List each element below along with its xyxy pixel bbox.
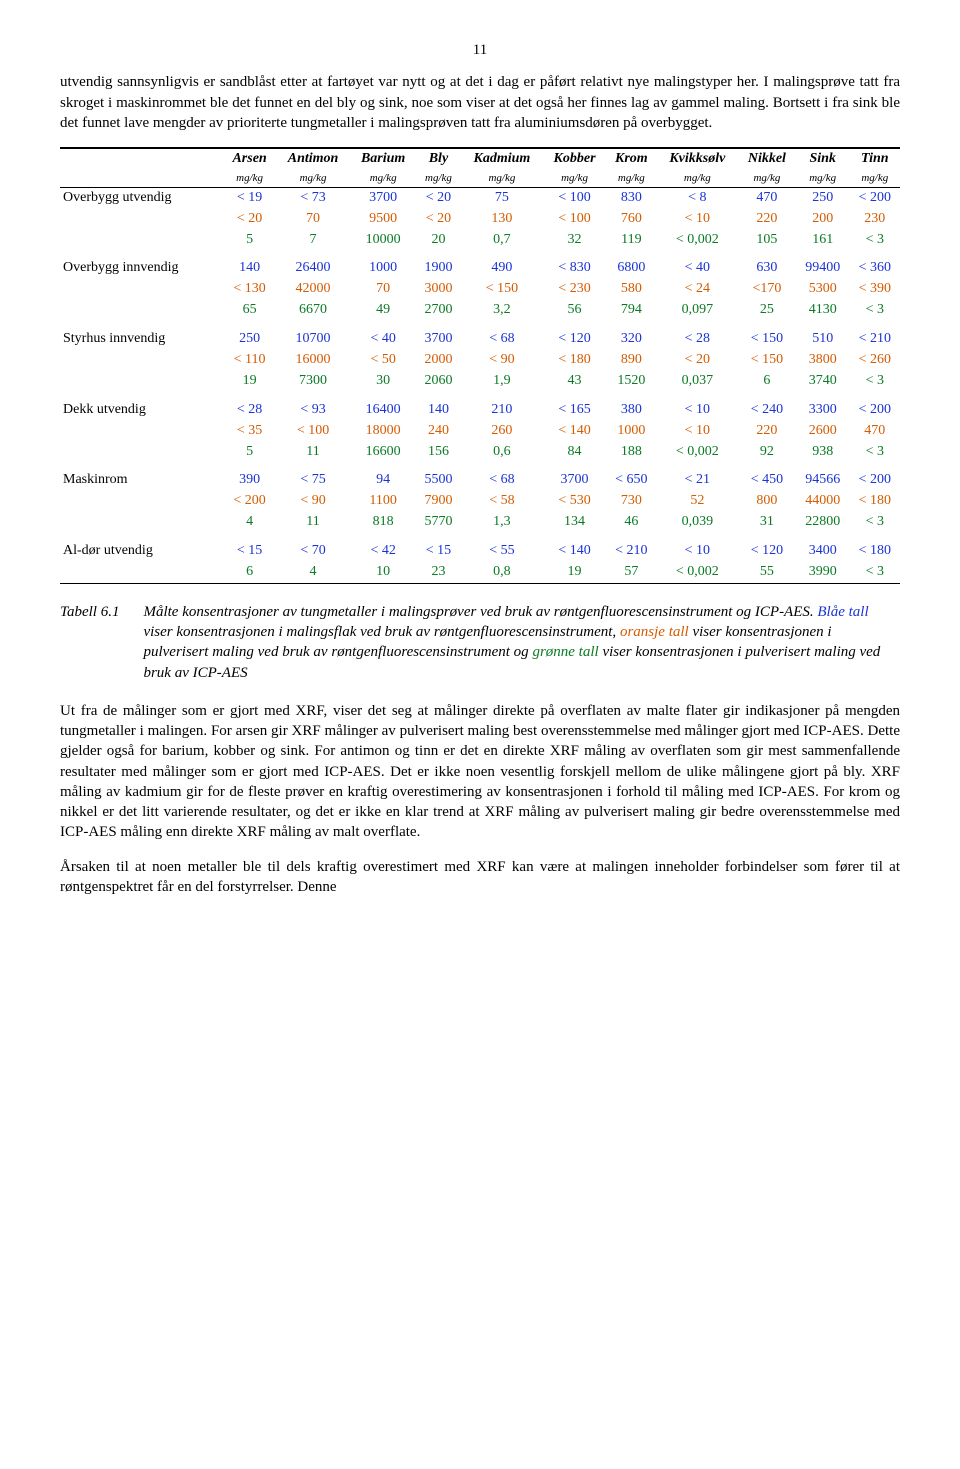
page-number: 11	[60, 40, 900, 60]
body-paragraph-3: Årsaken til at noen metaller ble til del…	[60, 857, 900, 898]
caption-text: Målte konsentrasjoner av tungmetaller i …	[143, 602, 900, 683]
body-paragraph-2: Ut fra de målinger som er gjort med XRF,…	[60, 701, 900, 843]
caption-label: Tabell 6.1	[60, 602, 119, 683]
metals-table: ArsenAntimonBariumBlyKadmiumKobberKromKv…	[60, 147, 900, 584]
table-caption: Tabell 6.1 Målte konsentrasjoner av tung…	[60, 602, 900, 683]
intro-paragraph: utvendig sannsynligvis er sandblåst ette…	[60, 72, 900, 133]
